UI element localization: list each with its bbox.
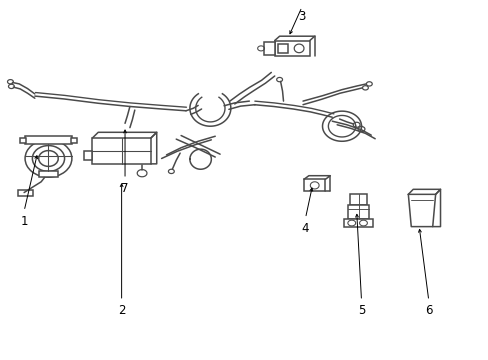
Text: 3: 3: [298, 10, 305, 23]
Bar: [343, 219, 372, 227]
Bar: [39, 171, 58, 177]
Text: 2: 2: [118, 305, 125, 318]
Bar: [349, 194, 366, 205]
Text: 6: 6: [424, 305, 432, 318]
Bar: [277, 44, 288, 53]
Bar: [25, 136, 72, 144]
Text: 7: 7: [121, 183, 128, 195]
Bar: [20, 138, 26, 143]
Bar: [347, 205, 368, 220]
Bar: [18, 190, 33, 196]
Bar: [274, 41, 309, 56]
Bar: [304, 179, 325, 192]
Text: 1: 1: [20, 215, 28, 228]
Bar: [83, 151, 92, 159]
Bar: [92, 138, 151, 164]
Text: 4: 4: [301, 222, 308, 235]
Text: 5: 5: [357, 305, 365, 318]
Bar: [264, 42, 274, 55]
Bar: [71, 138, 77, 143]
